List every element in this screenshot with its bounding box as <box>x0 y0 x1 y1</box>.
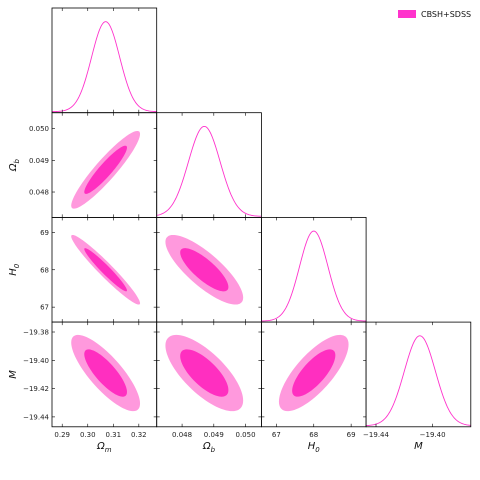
x-tick-label: 68 <box>309 431 318 439</box>
panel-frame <box>260 216 367 323</box>
legend-label: CBSH+SDSS <box>421 10 471 19</box>
y-tick-label: −19.40 <box>23 357 49 365</box>
panel-h0-marginal <box>260 216 367 323</box>
panel-frame <box>365 321 472 428</box>
contour-68 <box>84 145 127 194</box>
marginal-curve <box>366 335 471 427</box>
y-tick-label: −19.44 <box>23 413 49 421</box>
x-tick-label: 0.049 <box>204 431 224 439</box>
legend-swatch <box>398 10 416 18</box>
x-tick-label: 0.29 <box>54 431 70 439</box>
x-tick-label: 0.32 <box>131 431 147 439</box>
axis-subscript: m <box>105 446 112 454</box>
panel-ob-vs-h0 <box>156 216 262 323</box>
x-tick-label: 0.048 <box>172 431 192 439</box>
x-tick-label: −19.40 <box>420 431 446 439</box>
panels: 0.048 0.049 0.050 67 68 69 0.29 0.30 0.31 0.32 −19… <box>8 7 472 454</box>
panel-om-vs-h0: 67 68 69 <box>40 216 158 323</box>
x-axis-title-ob: Ωb <box>202 441 216 454</box>
y-tick-label: −19.38 <box>23 329 49 337</box>
x-tick-label: −19.44 <box>363 431 389 439</box>
y-axis-title-m: M <box>8 370 19 379</box>
axis-subscript: 0 <box>315 446 320 454</box>
panel-frame <box>156 112 262 218</box>
panel-om-vs-m: 0.29 0.30 0.31 0.32 −19.38 −19.40 −19.42 −19.44 <box>23 321 158 439</box>
axis-subscript: b <box>211 446 216 454</box>
panel-ob-vs-m: 0.048 0.049 0.050 <box>156 321 262 439</box>
panel-frame <box>51 7 158 114</box>
x-tick-label: 0.30 <box>80 431 96 439</box>
x-axis-title-m: M <box>414 441 423 452</box>
contour-68 <box>84 248 127 292</box>
axis-subscript: b <box>13 158 21 163</box>
y-axis-title-ob: Ωb <box>8 158 21 172</box>
contour-68 <box>180 248 229 292</box>
marginal-curve <box>156 125 262 217</box>
panel-h0-vs-m: 67 68 69 <box>260 321 367 439</box>
y-tick-label: 0.050 <box>29 125 49 133</box>
axis-subscript: 0 <box>13 263 21 268</box>
y-tick-label: 69 <box>40 229 49 237</box>
legend: CBSH+SDSS <box>398 10 471 19</box>
x-tick-label: 0.050 <box>236 431 256 439</box>
y-axis-title-h0: H0 <box>8 263 21 276</box>
contour-68 <box>180 349 229 397</box>
y-tick-label: −19.42 <box>23 385 49 393</box>
panel-m-marginal: −19.44 −19.40 <box>363 321 472 439</box>
x-axis-title-h0: H0 <box>308 441 321 454</box>
x-axis-title-om: Ωm <box>96 441 112 454</box>
x-tick-label: 67 <box>272 431 281 439</box>
y-tick-label: 68 <box>40 266 49 274</box>
y-tick-label: 0.048 <box>29 189 49 197</box>
contour-68 <box>292 349 336 397</box>
contour-68 <box>84 349 127 397</box>
panel-ob-marginal <box>156 112 262 218</box>
marginal-curve <box>51 21 157 113</box>
y-tick-label: 0.049 <box>29 157 49 165</box>
x-tick-label: 69 <box>347 431 356 439</box>
y-tick-label: 67 <box>40 304 49 312</box>
panel-om-marginal <box>51 7 158 114</box>
panel-om-vs-ob: 0.048 0.049 0.050 <box>29 112 158 218</box>
marginal-curve <box>261 230 367 322</box>
x-tick-label: 0.31 <box>105 431 121 439</box>
